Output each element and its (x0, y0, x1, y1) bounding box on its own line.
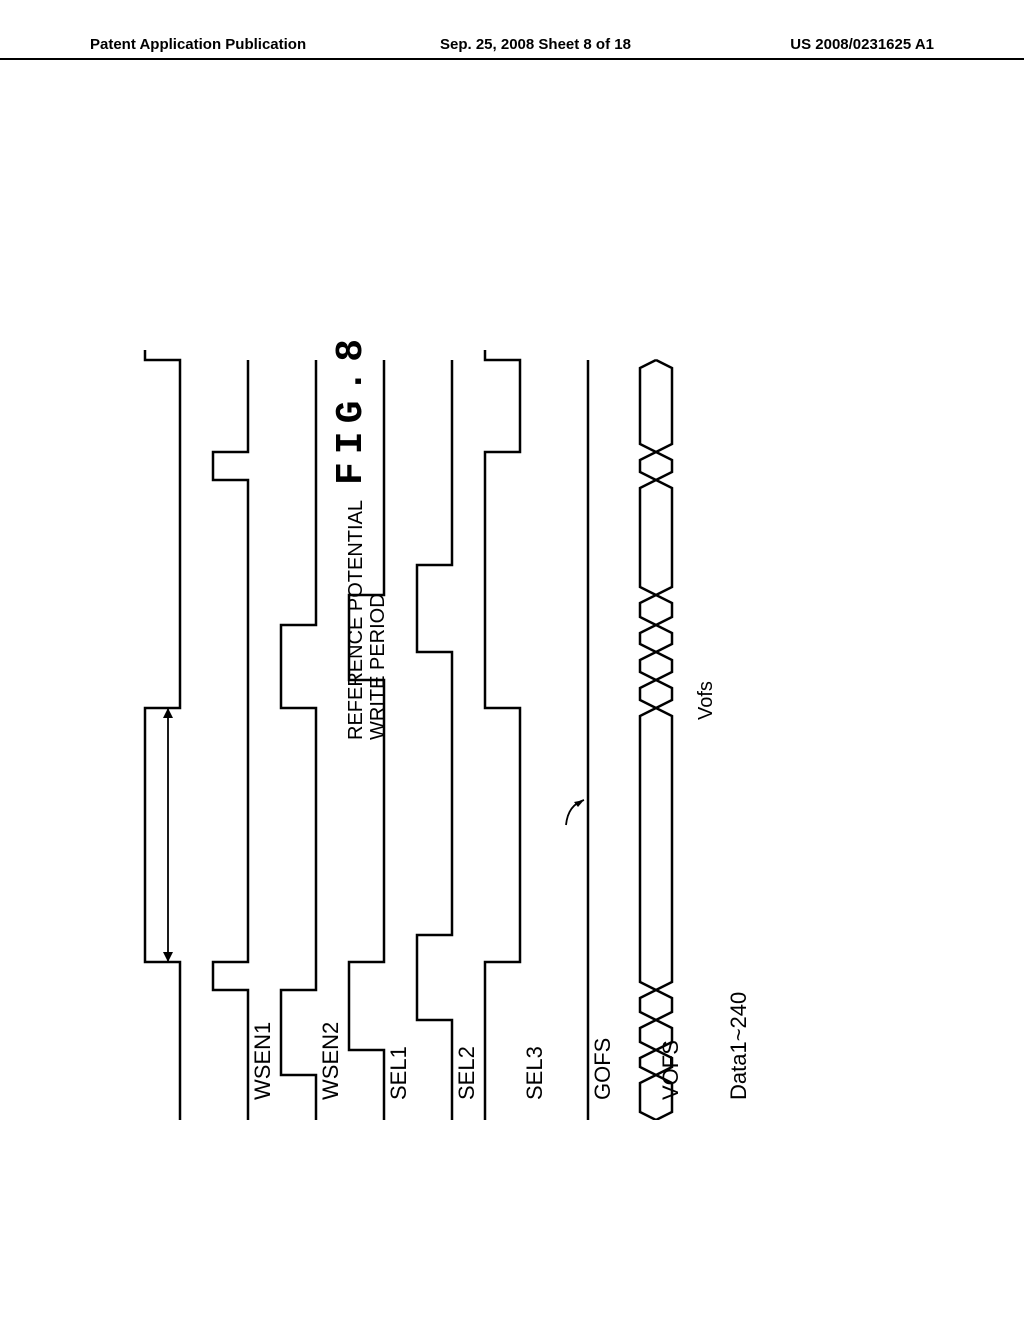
header-center: Sep. 25, 2008 Sheet 8 of 18 (440, 36, 631, 53)
ref-period-arrowhead (163, 708, 173, 718)
waveform-data-top (640, 360, 656, 1120)
waveform-data-bottom (656, 360, 672, 1120)
waveform-gofs (485, 350, 520, 1120)
page-header: Patent Application Publication Sep. 25, … (0, 58, 1024, 60)
waveform-wsen1 (145, 350, 180, 1120)
vofs-pointer-arrowhead (574, 800, 584, 807)
header-left: Patent Application Publication (90, 36, 306, 53)
waveform-wsen2 (213, 360, 248, 1120)
timing-diagram (140, 160, 940, 1120)
waveform-sel1 (281, 360, 316, 1120)
vofs-pointer (566, 800, 584, 825)
waveform-sel2 (349, 360, 384, 1120)
header-right: US 2008/0231625 A1 (790, 36, 934, 53)
waveform-sel3 (417, 360, 452, 1120)
ref-period-arrowhead (163, 952, 173, 962)
